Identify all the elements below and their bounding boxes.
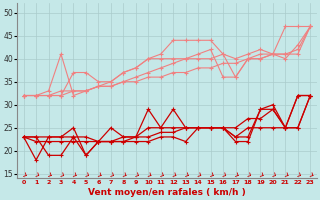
- X-axis label: Vent moyen/en rafales ( km/h ): Vent moyen/en rafales ( km/h ): [88, 188, 246, 197]
